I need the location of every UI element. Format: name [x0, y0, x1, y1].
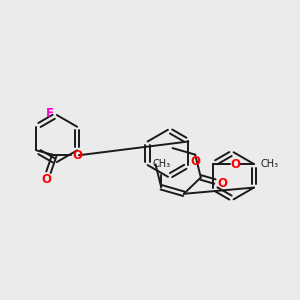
Text: F: F	[46, 107, 54, 120]
Text: CH₃: CH₃	[261, 159, 279, 169]
Text: O: O	[72, 149, 82, 162]
Text: CH₃: CH₃	[152, 159, 170, 169]
Text: O: O	[217, 177, 227, 190]
Text: O: O	[230, 158, 240, 170]
Text: O: O	[190, 155, 200, 168]
Text: O: O	[42, 173, 52, 186]
